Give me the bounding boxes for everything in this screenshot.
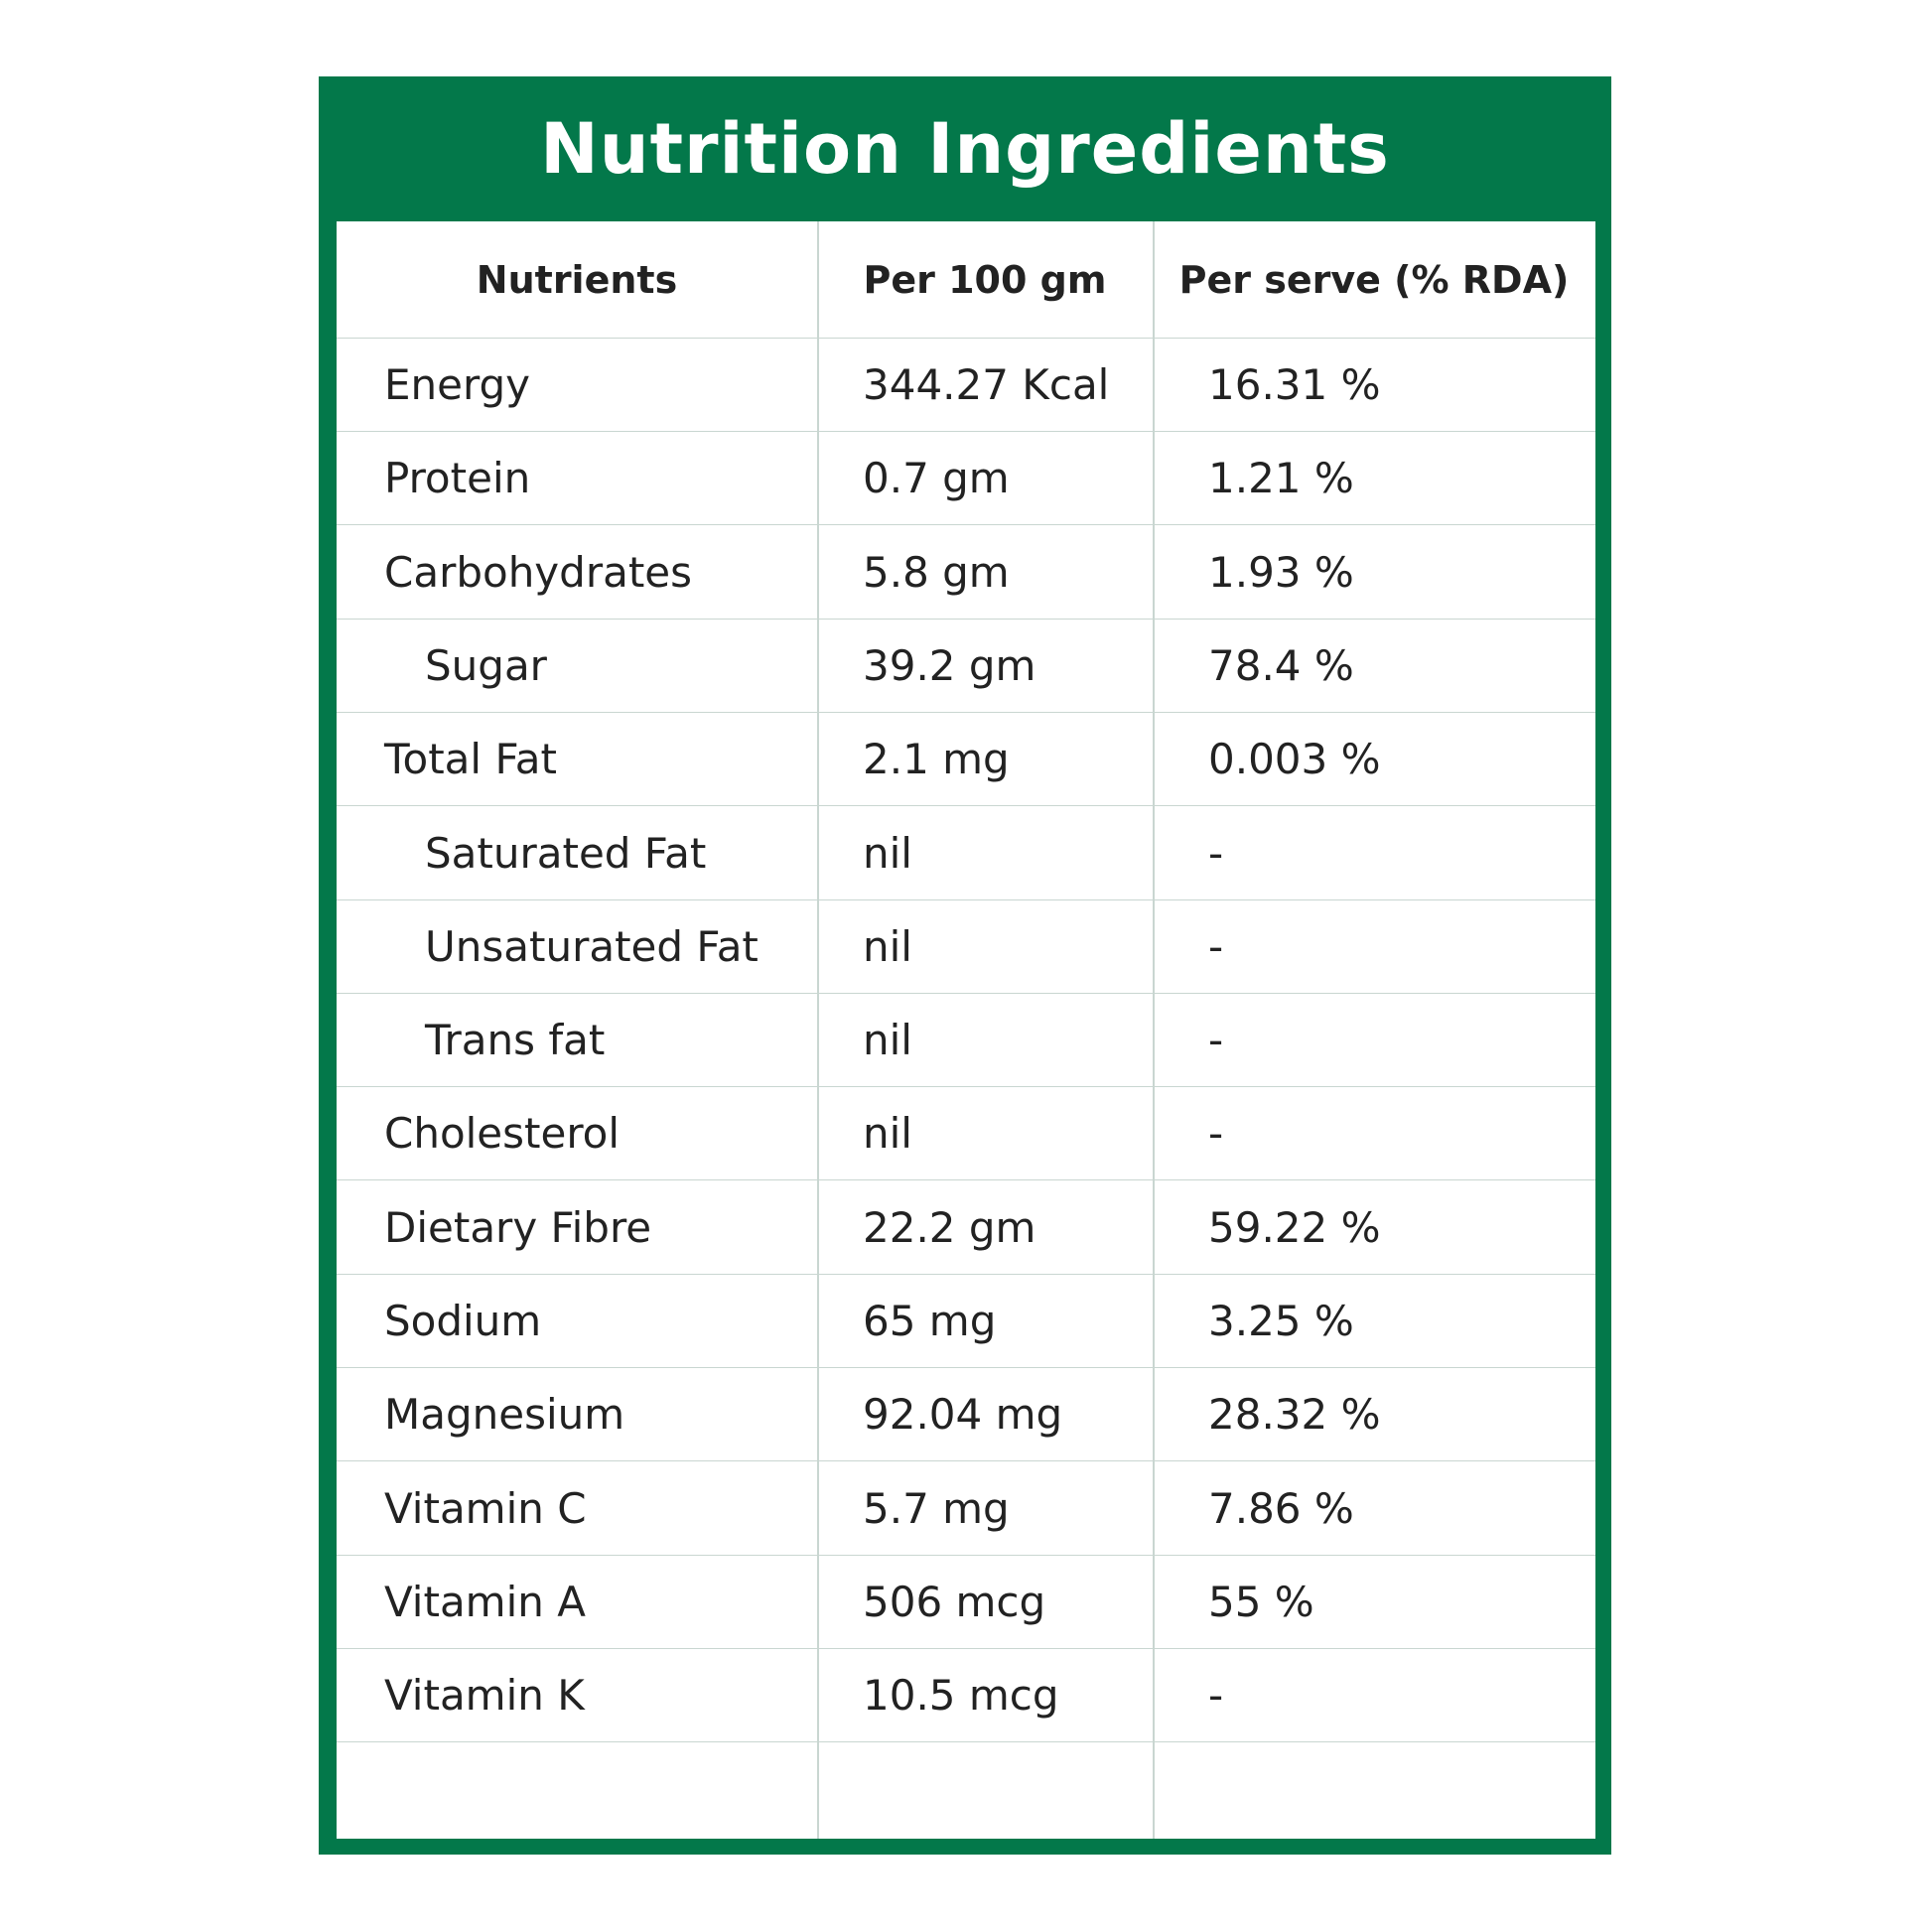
nutrition-panel: Nutrition Ingredients Nutrients Per 100 … <box>319 76 1611 1855</box>
per-100gm-value: 65 mg <box>863 1297 997 1345</box>
table-row: Carbohydrates 5.8 gm 1.93 % <box>337 526 1595 620</box>
per-100gm-value: nil <box>863 828 912 878</box>
rda-value: - <box>1208 828 1224 878</box>
table-row: Protein 0.7 gm 1.21 % <box>337 432 1595 526</box>
nutrient-name: Sodium <box>384 1297 542 1345</box>
per-100gm-value: nil <box>863 1016 912 1065</box>
table-row: Dietary Fibre 22.2 gm 59.22 % <box>337 1181 1595 1275</box>
nutrition-table: Nutrients Per 100 gm Per serve (% RDA) E… <box>337 221 1595 1839</box>
nutrient-name: Vitamin C <box>384 1483 587 1533</box>
nutrient-name: Trans fat <box>425 1016 606 1065</box>
nutrient-name: Energy <box>384 360 531 409</box>
rda-value: 55 % <box>1208 1577 1314 1626</box>
table-row: Sugar 39.2 gm 78.4 % <box>337 620 1595 713</box>
table-row: Trans fat nil - <box>337 994 1595 1088</box>
rda-value: 16.31 % <box>1208 360 1381 409</box>
per-100gm-value: 39.2 gm <box>863 640 1036 690</box>
panel-title: Nutrition Ingredients <box>540 108 1390 190</box>
table-row: Unsaturated Fat nil - <box>337 900 1595 994</box>
table-row: Energy 344.27 Kcal 16.31 % <box>337 339 1595 432</box>
table-row: Sodium 65 mg 3.25 % <box>337 1275 1595 1368</box>
per-100gm-value: 22.2 gm <box>863 1202 1036 1252</box>
rda-value: 78.4 % <box>1208 640 1354 690</box>
nutrient-name: Unsaturated Fat <box>425 921 759 971</box>
per-100gm-value: nil <box>863 921 912 971</box>
per-100gm-value: 2.1 mg <box>863 735 1010 784</box>
rda-value: - <box>1208 921 1224 971</box>
table-row: Vitamin A 506 mcg 55 % <box>337 1556 1595 1649</box>
rda-value: 7.86 % <box>1208 1483 1354 1533</box>
rda-value: 1.93 % <box>1208 547 1354 597</box>
per-100gm-value: 10.5 mcg <box>863 1671 1059 1721</box>
table-row: Vitamin K 10.5 mcg - <box>337 1649 1595 1743</box>
header-per-serve-rda: Per serve (% RDA) <box>1178 257 1570 302</box>
rda-value: 59.22 % <box>1208 1202 1381 1252</box>
rda-value: 1.21 % <box>1208 454 1354 503</box>
nutrient-name: Cholesterol <box>384 1109 621 1159</box>
per-100gm-value: nil <box>863 1109 912 1159</box>
rda-value: 28.32 % <box>1208 1390 1381 1440</box>
per-100gm-value: 5.8 gm <box>863 547 1010 597</box>
table-header-row: Nutrients Per 100 gm Per serve (% RDA) <box>337 221 1595 339</box>
nutrient-name: Magnesium <box>384 1390 625 1440</box>
nutrient-name: Sugar <box>425 640 547 690</box>
table-row: Total Fat 2.1 mg 0.003 % <box>337 713 1595 807</box>
per-100gm-value: 344.27 Kcal <box>863 360 1110 409</box>
rda-value: 3.25 % <box>1208 1297 1354 1345</box>
header-nutrients: Nutrients <box>476 257 678 302</box>
header-per-100gm: Per 100 gm <box>863 257 1107 302</box>
rda-value: - <box>1208 1109 1224 1159</box>
per-100gm-value: 5.7 mg <box>863 1483 1010 1533</box>
nutrient-name: Protein <box>384 454 531 503</box>
per-100gm-value: 0.7 gm <box>863 454 1010 503</box>
table-row: Cholesterol nil - <box>337 1087 1595 1181</box>
nutrient-name: Carbohydrates <box>384 547 693 597</box>
nutrient-name: Total Fat <box>384 735 557 784</box>
per-100gm-value: 92.04 mg <box>863 1390 1063 1440</box>
rda-value: - <box>1208 1016 1224 1065</box>
column-divider <box>1153 221 1155 1839</box>
table-row: Saturated Fat nil - <box>337 807 1595 900</box>
table-row: Magnesium 92.04 mg 28.32 % <box>337 1368 1595 1462</box>
column-divider <box>817 221 819 1839</box>
rda-value: - <box>1208 1671 1224 1721</box>
per-100gm-value: 506 mcg <box>863 1577 1046 1626</box>
nutrient-name: Dietary Fibre <box>384 1202 652 1252</box>
rda-value: 0.003 % <box>1208 735 1381 784</box>
table-row: Vitamin C 5.7 mg 7.86 % <box>337 1462 1595 1556</box>
nutrient-name: Vitamin A <box>384 1577 586 1626</box>
nutrient-name: Vitamin K <box>384 1671 585 1721</box>
nutrient-name: Saturated Fat <box>425 828 707 878</box>
